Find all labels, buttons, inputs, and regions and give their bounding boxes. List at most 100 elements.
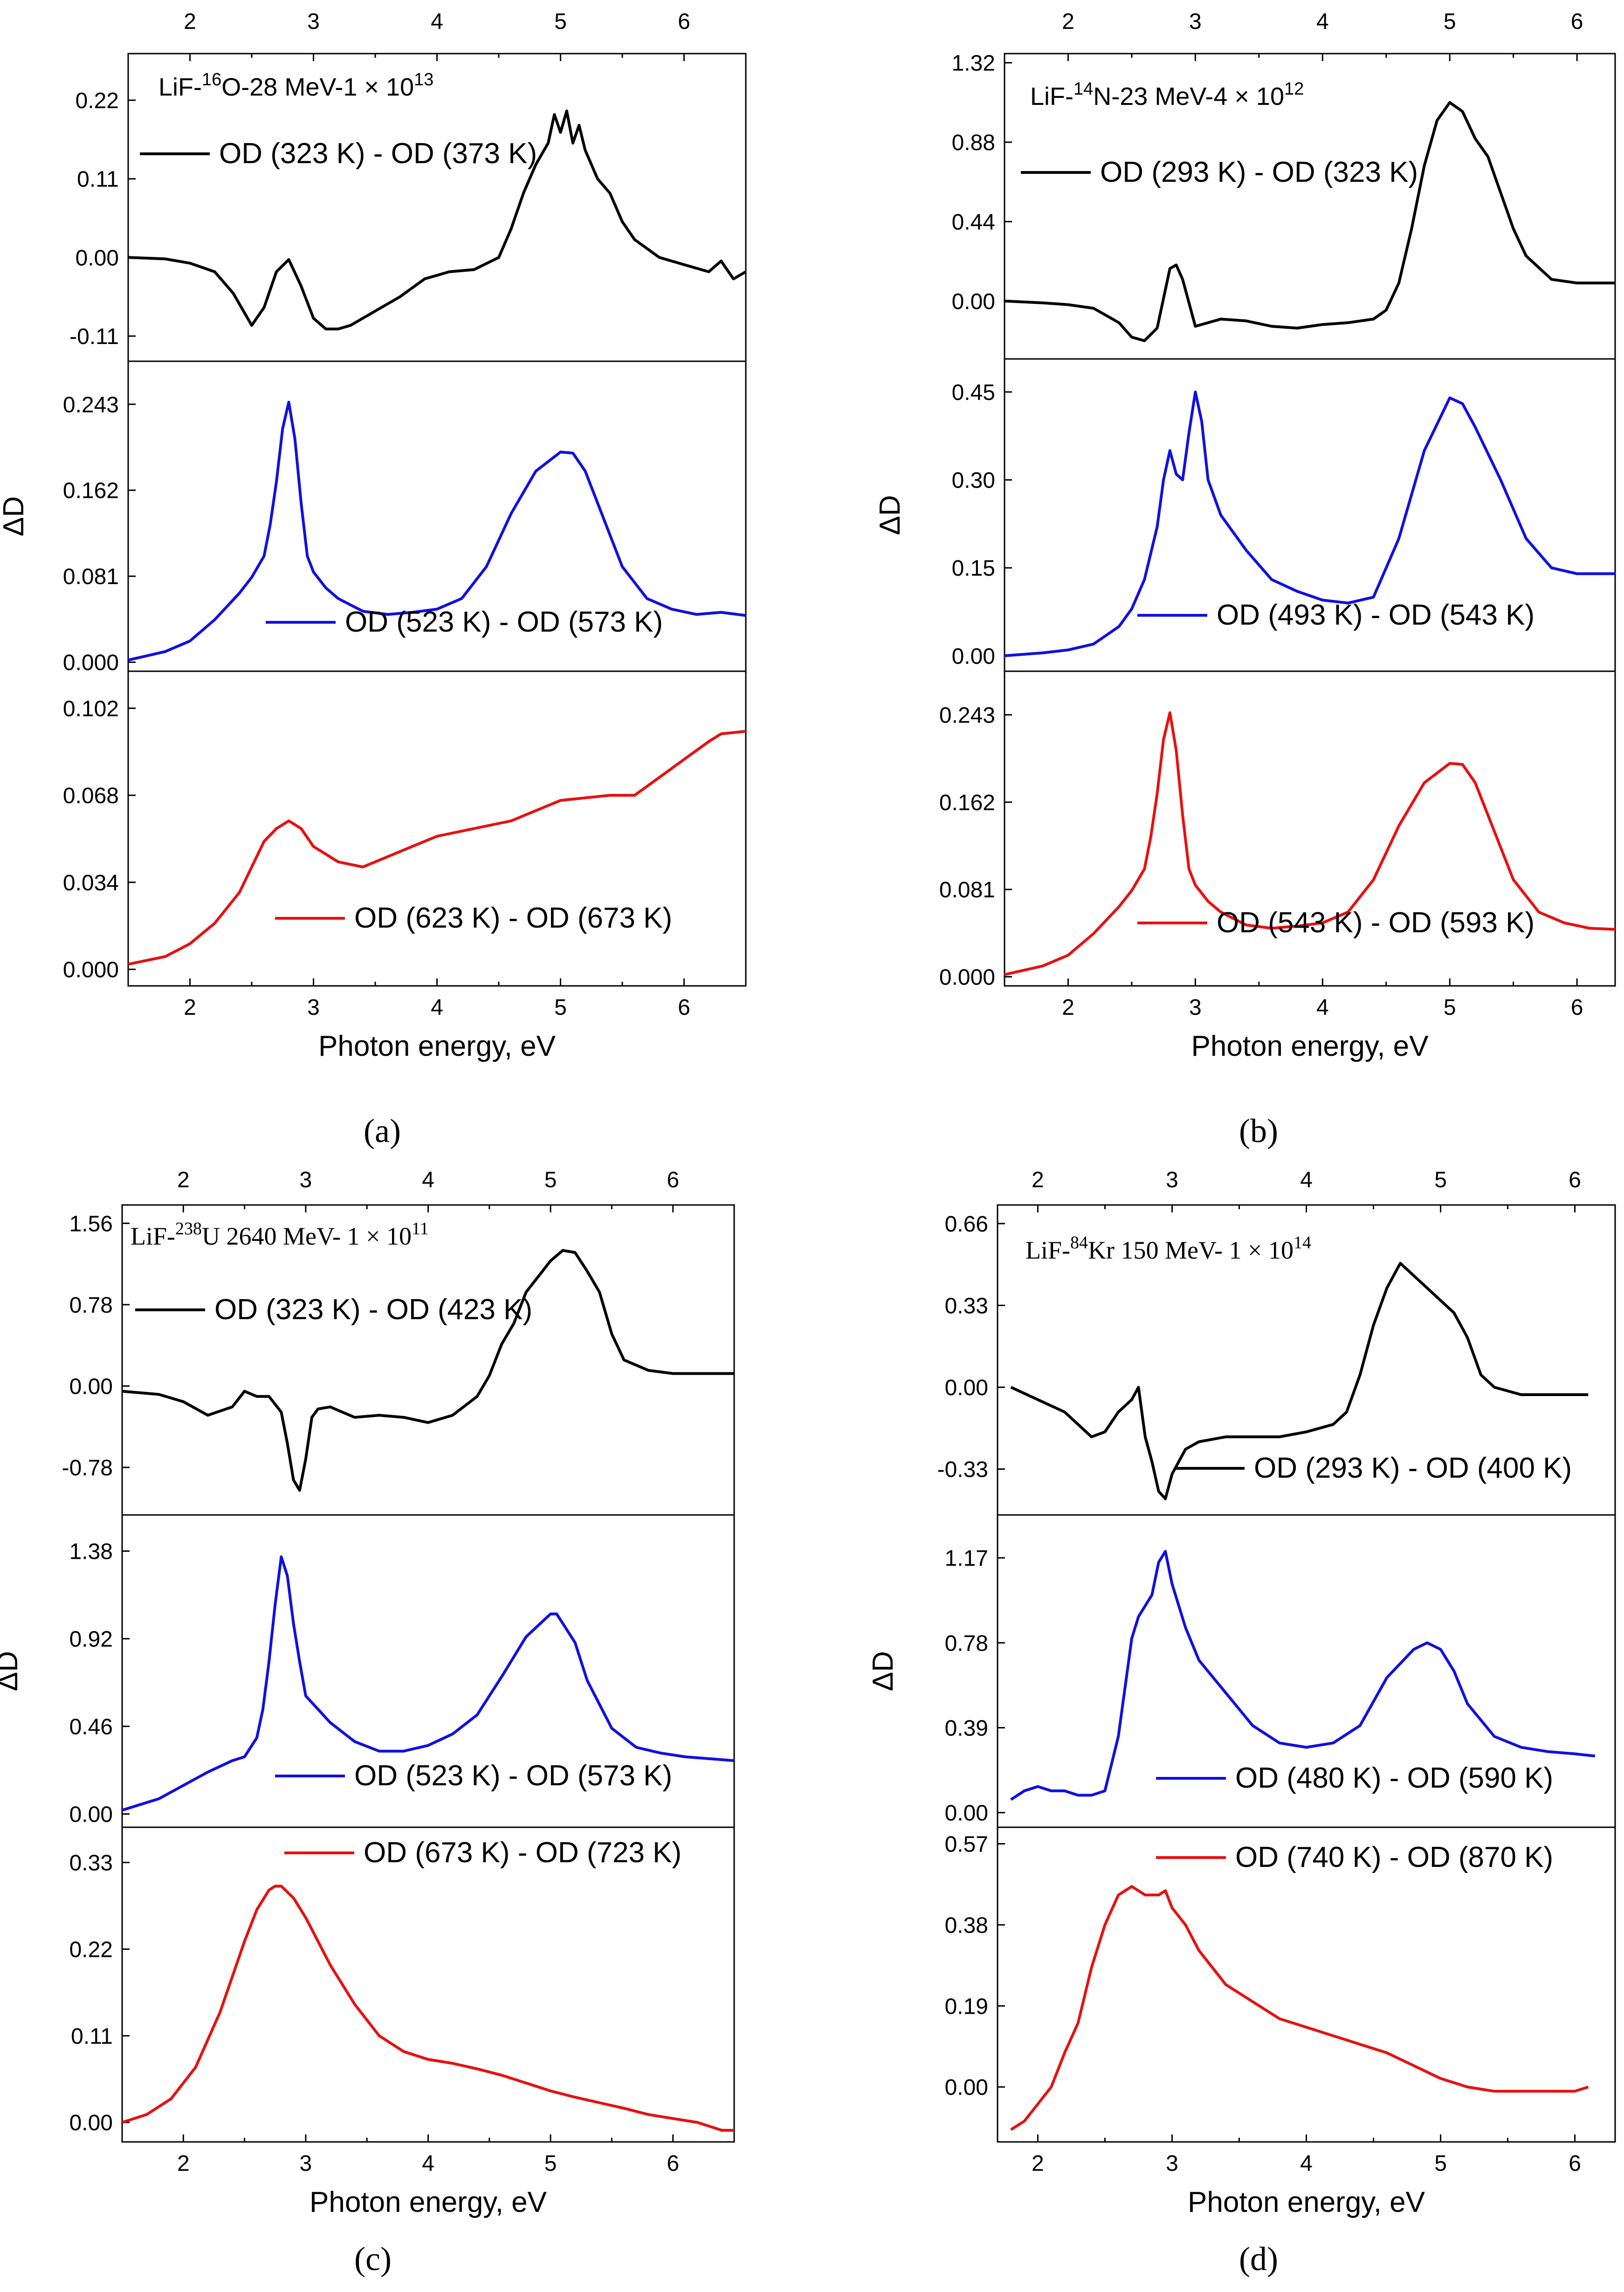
y-tick-label: 0.00 <box>69 1803 113 1827</box>
y-tick-label: 0.00 <box>69 2111 113 2135</box>
legend-label: OD (323 K) - OD (373 K) <box>219 138 537 170</box>
x-tick-label: 5 <box>554 995 567 1020</box>
legend-label: OD (740 K) - OD (870 K) <box>1235 1841 1553 1873</box>
series-line-3 <box>122 1885 734 2132</box>
y-tick-label: -0.33 <box>937 1458 988 1482</box>
annotation-superscript: 84 <box>1070 1233 1088 1253</box>
y-axis-label: ΔD <box>867 1651 899 1691</box>
x-axis-label: Photon energy, eV <box>310 2186 547 2218</box>
y-tick-label: 0.00 <box>952 289 995 314</box>
annotation-text: Kr 150 MeV- 1 × 10 <box>1088 1236 1294 1264</box>
legend-label: OD (480 K) - OD (590 K) <box>1235 1762 1553 1794</box>
annotation-text: O-28 MeV-1 × 10 <box>221 73 414 101</box>
y-tick-label: 0.162 <box>939 791 995 815</box>
y-tick-label: 0.081 <box>63 564 119 589</box>
plot-frame <box>121 1204 735 2143</box>
x-tick-label: 2 <box>1032 2151 1044 2176</box>
panel-annotation: LiF-16O-28 MeV-1 × 1013 <box>158 70 434 101</box>
y-tick-label: 0.00 <box>945 1801 988 1826</box>
x-top-tick-label: 2 <box>177 1168 190 1192</box>
annotation-text: LiF- <box>1030 83 1073 110</box>
y-axis-label: ΔD <box>874 495 906 535</box>
panel-annotation: LiF-238U 2640 MeV- 1 × 1011 <box>131 1219 429 1250</box>
x-tick-label: 2 <box>1062 995 1074 1020</box>
x-top-tick-label: 4 <box>1300 1168 1313 1192</box>
y-tick-label: -0.11 <box>69 324 119 349</box>
legend-label: OD (673 K) - OD (723 K) <box>364 1837 681 1869</box>
series-line-3 <box>128 730 746 966</box>
series-line-1 <box>128 110 747 330</box>
series-line-3 <box>1004 711 1616 976</box>
y-tick-label: 0.11 <box>71 2024 113 2049</box>
annotation-superscript: 238 <box>175 1219 202 1239</box>
x-tick-label: 5 <box>544 2151 557 2176</box>
annotation-superscript: 16 <box>202 70 221 89</box>
plot-frame <box>1004 53 1616 987</box>
y-tick-label: 0.38 <box>945 1913 988 1938</box>
y-tick-label: 0.000 <box>63 651 119 675</box>
x-top-tick-label: 3 <box>307 9 320 34</box>
y-tick-label: 0.92 <box>69 1627 113 1652</box>
y-tick-label: 0.57 <box>945 1832 988 1857</box>
annotation-text: LiF- <box>1025 1236 1070 1264</box>
panel-tag: (c) <box>354 2240 392 2278</box>
series-line-1 <box>122 1249 734 1492</box>
x-top-tick-label: 6 <box>678 9 690 34</box>
annotation-text: N-23 MeV-4 × 10 <box>1093 83 1284 110</box>
x-tick-label: 4 <box>1300 2151 1313 2176</box>
y-tick-label: 0.11 <box>77 167 119 192</box>
y-tick-label: 0.00 <box>952 644 995 669</box>
y-tick-label: -0.78 <box>62 1456 113 1480</box>
x-top-tick-label: 4 <box>431 9 443 34</box>
series-line-2 <box>128 400 746 662</box>
y-tick-label: 0.081 <box>939 878 995 902</box>
x-top-tick-label: 5 <box>1434 1168 1447 1192</box>
y-tick-label: 1.56 <box>69 1211 113 1236</box>
y-tick-label: 0.33 <box>945 1294 988 1318</box>
y-tick-label: 0.44 <box>952 210 995 234</box>
y-axis-label: ΔD <box>0 1651 24 1691</box>
x-tick-label: 4 <box>431 995 443 1020</box>
y-tick-label: 1.32 <box>952 51 995 76</box>
annotation-superscript: 14 <box>1294 1233 1311 1253</box>
y-tick-label: 0.33 <box>69 1851 113 1876</box>
y-tick-label: 0.00 <box>76 246 119 270</box>
y-tick-label: 0.000 <box>63 958 119 983</box>
x-tick-label: 5 <box>1434 2151 1447 2176</box>
legend-label: OD (623 K) - OD (673 K) <box>354 902 672 934</box>
y-tick-label: 0.22 <box>69 1937 113 1962</box>
y-tick-label: 0.00 <box>69 1374 113 1399</box>
x-tick-label: 2 <box>177 2151 190 2176</box>
series-line-2 <box>1004 390 1615 657</box>
panel-tag: (b) <box>1239 1112 1278 1149</box>
y-axis-label: ΔD <box>0 496 30 536</box>
y-tick-label: 0.46 <box>69 1715 113 1740</box>
x-top-tick-label: 6 <box>1571 9 1583 34</box>
panel-tag: (a) <box>364 1112 401 1149</box>
x-top-tick-label: 2 <box>1032 1168 1044 1192</box>
x-tick-label: 4 <box>422 2151 434 2176</box>
annotation-superscript: 14 <box>1073 79 1093 99</box>
legend-label: OD (543 K) - OD (593 K) <box>1217 907 1535 939</box>
x-top-tick-label: 6 <box>1569 1168 1581 1192</box>
x-axis-label: Photon energy, eV <box>1191 1030 1429 1062</box>
y-tick-label: 0.88 <box>952 131 995 155</box>
y-tick-label: 0.22 <box>76 89 119 113</box>
y-tick-label: 0.78 <box>945 1631 988 1656</box>
y-tick-label: 0.162 <box>63 479 119 503</box>
x-top-tick-label: 5 <box>544 1168 557 1192</box>
y-tick-label: 0.39 <box>945 1716 988 1741</box>
x-tick-label: 3 <box>1166 2151 1178 2176</box>
series-line-2 <box>1010 1550 1596 1801</box>
x-top-tick-label: 3 <box>300 1168 312 1192</box>
y-tick-label: 0.243 <box>63 392 119 417</box>
annotation-superscript: 12 <box>1284 79 1304 99</box>
x-top-tick-label: 3 <box>1189 9 1202 34</box>
series-line-1 <box>1004 101 1615 342</box>
x-top-tick-label: 4 <box>1316 9 1329 34</box>
x-tick-label: 5 <box>1444 995 1456 1020</box>
panel-tag: (d) <box>1239 2240 1278 2278</box>
x-axis-label: Photon energy, eV <box>1188 2186 1425 2218</box>
x-tick-label: 4 <box>1316 995 1329 1020</box>
